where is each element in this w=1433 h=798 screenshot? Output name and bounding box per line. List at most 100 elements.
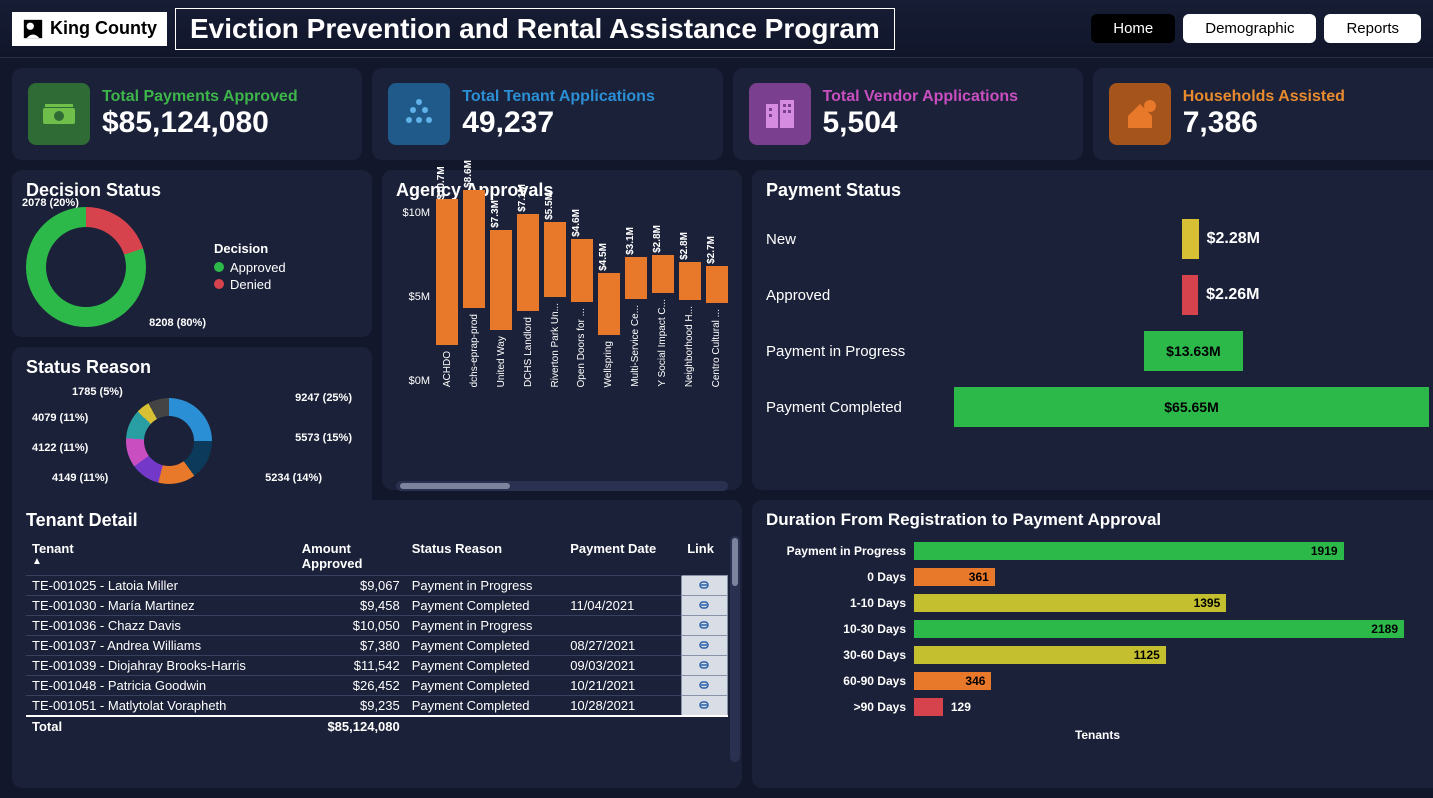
building-icon: [749, 83, 811, 145]
link-icon[interactable]: [681, 656, 727, 676]
money-icon: [28, 83, 90, 145]
sr-label-4: 4122 (11%): [32, 442, 88, 454]
tenant-title: Tenant Detail: [26, 510, 728, 531]
payment-status-chart[interactable]: New $2.28M Approved $2.26M Payment in Pr…: [766, 211, 1429, 435]
tenant-table[interactable]: Tenant▲Amount ApprovedStatus ReasonPayme…: [26, 537, 728, 736]
decision-status-card: Decision Status 2078 (20%) 8208 (80%) De…: [12, 170, 372, 337]
decision-legend: Decision Approved Denied: [214, 241, 286, 294]
payment-status-row[interactable]: Payment in Progress $13.63M: [766, 323, 1429, 379]
kpi-label: Total Tenant Applications: [462, 88, 655, 106]
agency-bar[interactable]: $7.1M DCHS Landlord: [517, 214, 540, 387]
agency-bar[interactable]: $7.3M United Way: [490, 230, 513, 387]
legend-approved[interactable]: Approved: [214, 260, 286, 275]
county-icon: [22, 18, 44, 40]
legend-denied[interactable]: Denied: [214, 277, 286, 292]
decision-legend-title: Decision: [214, 241, 286, 256]
agency-bar[interactable]: $10.7M ACHDO: [436, 199, 459, 387]
col-header[interactable]: Amount Approved: [296, 537, 406, 576]
table-row[interactable]: TE-001036 - Chazz Davis $10,050 Payment …: [26, 616, 728, 636]
duration-row[interactable]: >90 Days 129: [766, 694, 1429, 720]
agency-bar[interactable]: $4.5M Wellspring: [597, 273, 620, 387]
agency-bar[interactable]: $8.6M dchs-eprap-prod: [463, 190, 486, 387]
col-header[interactable]: Payment Date: [564, 537, 681, 576]
tab-reports[interactable]: Reports: [1324, 14, 1421, 43]
link-icon[interactable]: [681, 636, 727, 656]
link-icon[interactable]: [681, 676, 727, 696]
duration-xlabel: Tenants: [766, 728, 1429, 742]
tab-demographic[interactable]: Demographic: [1183, 14, 1316, 43]
kpi-2[interactable]: Total Vendor Applications 5,504: [733, 68, 1083, 160]
kpi-1[interactable]: Total Tenant Applications 49,237: [372, 68, 722, 160]
people-icon: [388, 83, 450, 145]
agency-yaxis: $10M $5M $0M: [396, 207, 434, 387]
duration-row[interactable]: 60-90 Days 346: [766, 668, 1429, 694]
sr-label-0: 9247 (25%): [295, 392, 352, 404]
agency-bars[interactable]: $10M $5M $0M $10.7M ACHDO $8.6M dchs-epr…: [396, 207, 728, 387]
payment-status-row[interactable]: Payment Completed $65.65M: [766, 379, 1429, 435]
duration-row[interactable]: 0 Days 361: [766, 564, 1429, 590]
org-name: King County: [50, 18, 157, 39]
agency-bar[interactable]: $2.8M Neighborhood H...: [678, 262, 701, 387]
sr-label-5: 4079 (11%): [32, 412, 88, 424]
kpi-row: Total Payments Approved $85,124,080 Tota…: [12, 68, 1433, 160]
sr-label-3: 4149 (11%): [52, 472, 108, 484]
col-header[interactable]: Tenant▲: [26, 537, 296, 576]
table-row[interactable]: TE-001051 - Matlytolat Vorapheth $9,235 …: [26, 696, 728, 717]
nav-tabs: Home Demographic Reports: [1091, 14, 1421, 43]
payment-status-card: Payment Status New $2.28M Approved $2.26…: [752, 170, 1433, 490]
agency-bar[interactable]: $2.8M Y Social Impact C...: [651, 255, 674, 387]
duration-row[interactable]: 1-10 Days 1395: [766, 590, 1429, 616]
link-icon[interactable]: [681, 576, 727, 596]
duration-chart[interactable]: Payment in Progress 1919 0 Days 361 1-10…: [766, 538, 1429, 720]
table-scrollbar[interactable]: [730, 536, 740, 762]
kpi-value: $85,124,080: [102, 106, 298, 140]
kpi-value: 5,504: [823, 106, 1019, 140]
page-title: Eviction Prevention and Rental Assistanc…: [175, 8, 895, 50]
col-header[interactable]: Status Reason: [406, 537, 564, 576]
kpi-0[interactable]: Total Payments Approved $85,124,080: [12, 68, 362, 160]
payment-status-row[interactable]: New $2.28M: [766, 211, 1429, 267]
agency-scrollbar[interactable]: [396, 481, 728, 491]
kpi-value: 7,386: [1183, 106, 1345, 140]
agency-bar[interactable]: $3.1M Multi-Service Ce...: [624, 257, 647, 387]
sr-label-2: 5234 (14%): [265, 472, 322, 484]
agency-bar[interactable]: $2.7M Centro Cultural ...: [705, 266, 728, 387]
agency-bar[interactable]: $4.6M Open Doors for ...: [571, 239, 594, 387]
table-row[interactable]: TE-001048 - Patricia Goodwin $26,452 Pay…: [26, 676, 728, 696]
table-row[interactable]: TE-001030 - María Martinez $9,458 Paymen…: [26, 596, 728, 616]
kpi-label: Total Payments Approved: [102, 88, 298, 106]
payment-status-title: Payment Status: [766, 180, 1429, 201]
duration-card: Duration From Registration to Payment Ap…: [752, 500, 1433, 788]
kpi-label: Total Vendor Applications: [823, 88, 1019, 106]
kpi-3[interactable]: Households Assisted 7,386: [1093, 68, 1433, 160]
kpi-label: Households Assisted: [1183, 88, 1345, 106]
total-label: Total: [26, 716, 296, 736]
tenant-detail-card: Tenant Detail Tenant▲Amount ApprovedStat…: [12, 500, 742, 788]
duration-title: Duration From Registration to Payment Ap…: [766, 510, 1429, 530]
link-icon[interactable]: [681, 696, 727, 717]
table-row[interactable]: TE-001037 - Andrea Williams $7,380 Payme…: [26, 636, 728, 656]
duration-row[interactable]: 10-30 Days 2189: [766, 616, 1429, 642]
agency-bar[interactable]: $5.5M Riverton Park Un...: [544, 222, 567, 387]
header: King County Eviction Prevention and Rent…: [0, 0, 1433, 58]
decision-donut[interactable]: [26, 207, 146, 327]
col-header[interactable]: Link: [681, 537, 727, 576]
house-icon: [1109, 83, 1171, 145]
decision-denied-callout: 2078 (20%): [22, 197, 79, 209]
agency-approvals-card: Agency Approvals $10M $5M $0M $10.7M ACH…: [382, 170, 742, 490]
duration-row[interactable]: 30-60 Days 1125: [766, 642, 1429, 668]
table-row[interactable]: TE-001039 - Diojahray Brooks-Harris $11,…: [26, 656, 728, 676]
table-row[interactable]: TE-001025 - Latoia Miller $9,067 Payment…: [26, 576, 728, 596]
link-icon[interactable]: [681, 616, 727, 636]
status-reason-donut[interactable]: [126, 398, 212, 484]
kpi-value: 49,237: [462, 106, 655, 140]
link-icon[interactable]: [681, 596, 727, 616]
tab-home[interactable]: Home: [1091, 14, 1175, 43]
status-reason-title: Status Reason: [26, 357, 358, 378]
duration-row[interactable]: Payment in Progress 1919: [766, 538, 1429, 564]
sr-label-6: 1785 (5%): [72, 386, 123, 398]
org-logo: King County: [12, 12, 167, 46]
payment-status-row[interactable]: Approved $2.26M: [766, 267, 1429, 323]
total-value: $85,124,080: [296, 716, 406, 736]
decision-approved-callout: 8208 (80%): [149, 317, 206, 329]
